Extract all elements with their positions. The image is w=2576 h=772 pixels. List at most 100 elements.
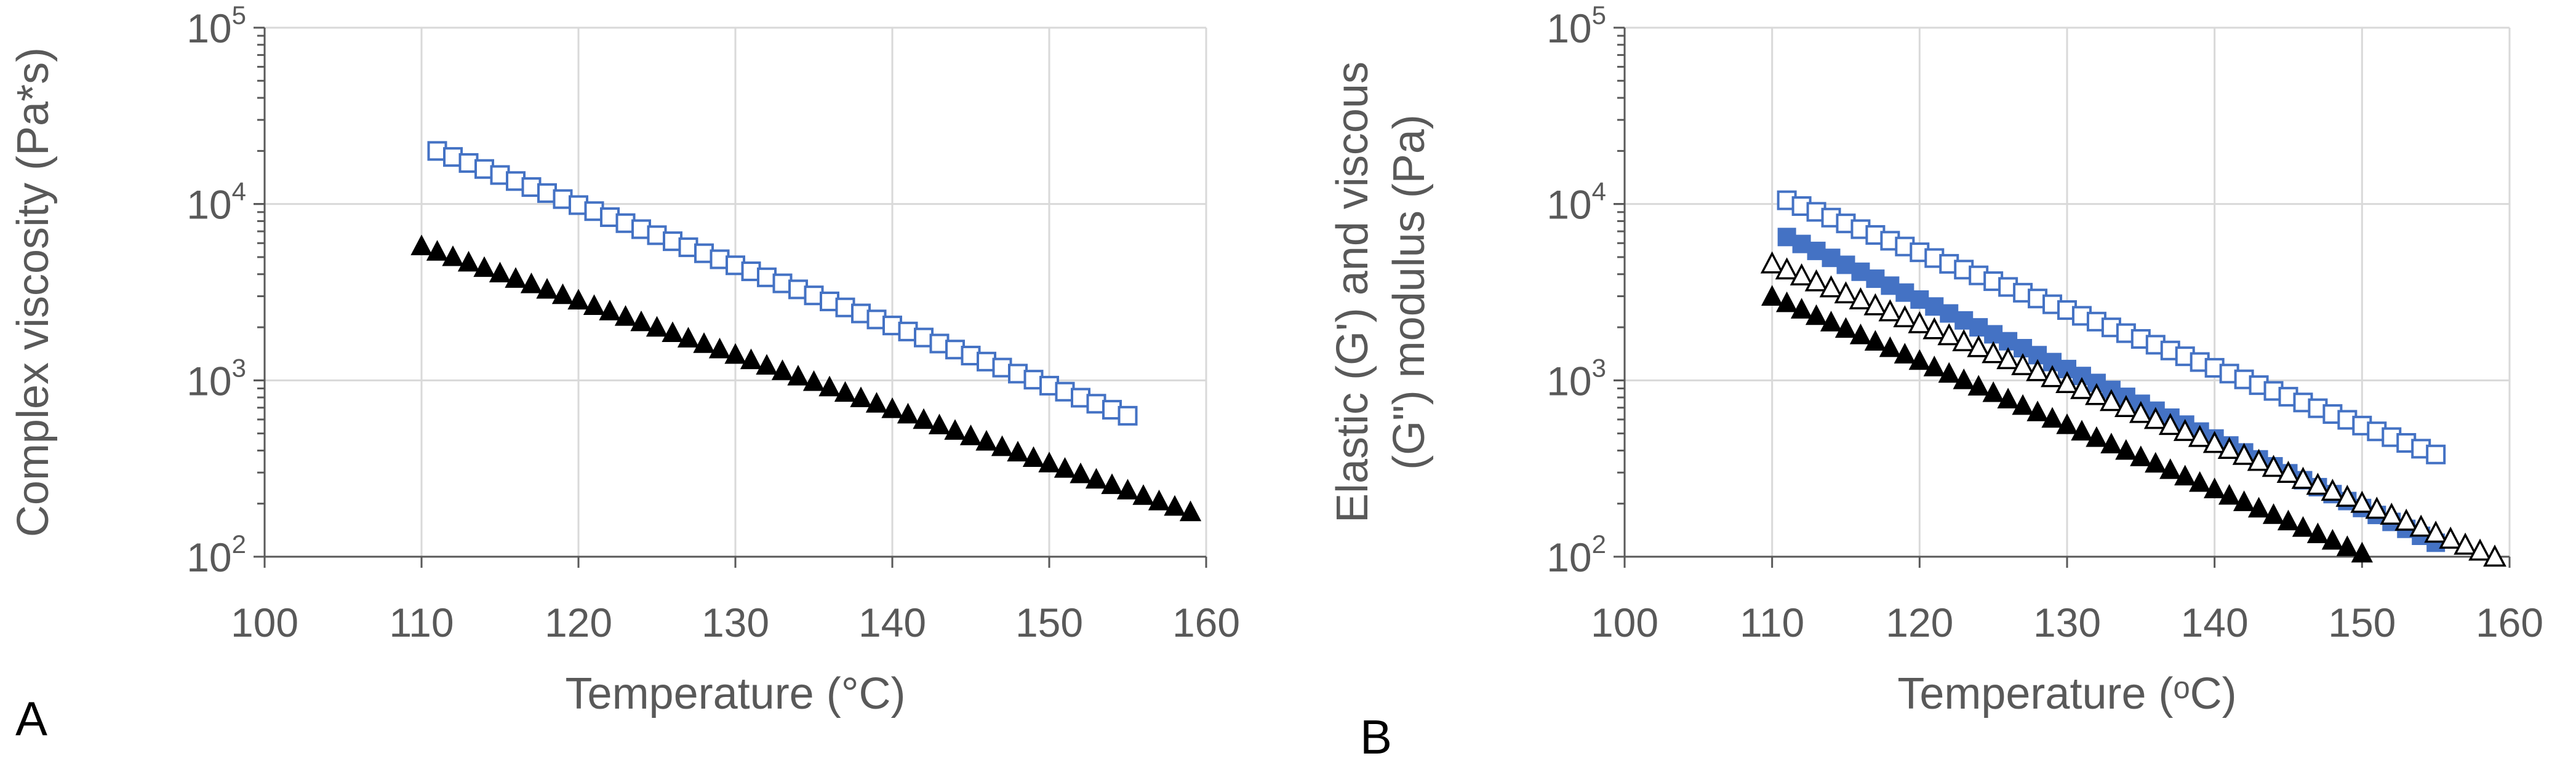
data-point: [818, 375, 841, 397]
x-tick-label: 110: [1740, 600, 1804, 645]
data-point: [2115, 439, 2137, 460]
data-point: [1804, 269, 1828, 292]
data-point: [1760, 251, 1784, 274]
data-point: [457, 250, 480, 272]
y-tick-label: 105: [1546, 1, 1606, 51]
data-point: [630, 310, 652, 332]
data-point: [1878, 299, 1902, 322]
x-tick-label: 160: [1172, 600, 1240, 645]
data-point: [521, 177, 542, 197]
data-point: [1775, 257, 1799, 280]
series-filled-triangles: [1761, 285, 2373, 563]
data-point: [1132, 484, 1154, 505]
data-point: [2173, 418, 2197, 441]
data-point: [1922, 317, 1946, 340]
data-point: [1070, 462, 1092, 483]
data-point: [1101, 473, 1123, 495]
data-point: [2041, 365, 2064, 388]
data-point: [442, 245, 464, 266]
x-axis-title: Temperature (°C): [566, 669, 906, 718]
data-point: [1879, 336, 1902, 357]
data-point: [2247, 448, 2271, 471]
data-point: [662, 321, 684, 343]
data-point: [1982, 341, 2006, 364]
data-point: [2233, 490, 2255, 511]
data-point: [2055, 371, 2079, 394]
y-tick-label: 104: [186, 177, 246, 228]
data-point: [2145, 452, 2167, 473]
data-point: [614, 305, 637, 326]
series-filled-triangles: [410, 234, 1202, 522]
data-point: [2217, 437, 2241, 460]
panel-a: 100 110 120 130 140 150 160 102 103 104 105 Tempera…: [9, 1, 1240, 746]
data-point: [1179, 500, 1202, 522]
data-point: [708, 337, 731, 359]
data-point: [1908, 311, 1932, 333]
data-point: [2306, 522, 2329, 544]
data-point: [1938, 362, 1960, 383]
data-point: [2026, 359, 2049, 381]
data-point: [1967, 375, 1990, 396]
data-point: [646, 316, 668, 337]
data-point: [929, 333, 950, 354]
x-axis-title: Temperature (ᵒC): [1897, 669, 2236, 718]
data-point: [2070, 376, 2094, 399]
data-point: [2291, 466, 2315, 489]
data-point: [1761, 285, 1783, 306]
data-point: [1116, 479, 1139, 499]
data-point: [850, 386, 872, 407]
data-point: [944, 419, 966, 440]
data-point: [2085, 383, 2108, 405]
data-point: [2011, 352, 2034, 375]
data-point: [1982, 381, 2004, 402]
data-point: [820, 291, 839, 311]
y-tick-label: 103: [186, 353, 246, 404]
data-point: [756, 354, 778, 375]
data-point: [2218, 483, 2241, 505]
x-tick-label: 130: [2033, 600, 2101, 645]
data-point: [2057, 300, 2077, 320]
data-point: [1007, 440, 1029, 462]
data-point: [2041, 407, 2063, 428]
data-point: [551, 283, 574, 304]
data-point: [740, 348, 762, 370]
data-point: [2143, 407, 2167, 429]
data-point: [2276, 461, 2300, 483]
data-point: [2321, 528, 2344, 550]
data-point: [1849, 324, 1872, 344]
data-point: [1864, 330, 1887, 351]
data-point: [2277, 509, 2300, 531]
panel-label: A: [15, 691, 47, 746]
data-point: [506, 171, 526, 191]
x-tick-label: 120: [1886, 600, 1953, 645]
data-point: [787, 365, 809, 386]
data-point: [2188, 424, 2212, 447]
data-point: [1894, 343, 1916, 364]
data-point: [2292, 516, 2314, 537]
data-point: [2129, 400, 2153, 423]
data-point: [567, 289, 590, 310]
x-tick-label: 150: [2328, 600, 2396, 645]
y-tick-label: 102: [1546, 530, 1606, 580]
data-point: [2204, 477, 2226, 498]
data-point: [2483, 544, 2506, 567]
data-point: [1790, 263, 1814, 285]
data-point: [991, 435, 1014, 456]
data-point: [2100, 389, 2123, 412]
x-tick-label: 130: [702, 600, 769, 645]
y-axis-title: Complex viscosity (Pa*s): [9, 47, 58, 537]
data-point: [599, 300, 621, 320]
data-point: [2350, 490, 2374, 513]
data-point: [881, 397, 903, 418]
data-point: [2336, 535, 2359, 556]
data-point: [1923, 356, 1945, 376]
data-point: [2335, 484, 2359, 507]
data-point: [2100, 432, 2122, 453]
series-open-squares: [427, 141, 1138, 426]
data-point: [975, 429, 998, 451]
panel-b: 100 110 120 130 140 150 160 102 103 104 105 Tempera…: [1328, 1, 2543, 764]
x-tick-label: 140: [2181, 600, 2249, 645]
data-point: [1953, 368, 1975, 389]
